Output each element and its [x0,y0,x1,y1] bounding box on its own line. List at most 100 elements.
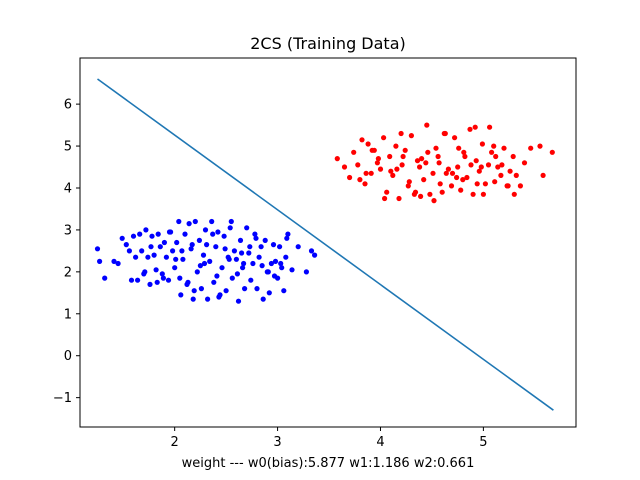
data-point [119,235,125,241]
data-point [198,286,204,292]
data-point [223,288,229,294]
data-point [485,162,492,168]
data-point [359,137,365,143]
decision-boundary-line [97,78,554,411]
data-point [283,254,289,260]
data-point [462,153,468,160]
data-point [507,168,513,174]
data-point [464,174,470,181]
data-point [170,248,176,254]
data-point [260,296,266,302]
data-point [161,239,167,246]
data-point [480,191,486,197]
data-point [166,229,173,235]
y-tick-label: 5 [64,140,72,155]
data-point [511,191,517,197]
data-point [252,231,258,237]
data-point [253,235,259,241]
data-point [221,233,227,239]
data-point [491,143,497,149]
data-point [540,172,546,178]
data-point [418,193,424,199]
x-tick-label: 5 [479,435,487,450]
plot-marks [94,78,555,411]
data-point [192,218,198,225]
data-point [375,156,381,162]
data-point [115,260,121,267]
data-point [357,177,363,183]
data-point [185,279,191,285]
data-point [472,124,478,130]
data-point [163,254,169,260]
data-point [174,239,180,246]
data-point [458,187,464,193]
data-point [436,160,442,166]
data-point [478,164,484,170]
data-point [423,160,429,166]
data-point [419,156,425,162]
data-point [240,265,246,271]
data-point [250,260,256,267]
data-point [412,189,419,195]
data-point [513,172,519,178]
data-point [439,189,445,195]
data-point [281,288,287,294]
chart-title: 2CS (Training Data) [250,34,406,53]
data-point [196,237,202,243]
data-point [202,227,209,233]
data-point [268,260,274,267]
data-point [153,267,159,273]
data-point [460,177,466,183]
data-point [214,273,220,279]
data-point [408,133,414,139]
data-point [204,242,210,248]
data-point [456,145,462,151]
data-point [278,260,284,267]
data-point [398,130,404,137]
data-point [177,275,183,281]
data-point [211,279,217,285]
data-point [279,265,285,271]
data-point [94,246,101,252]
data-point [210,231,216,237]
data-point [165,277,172,283]
data-point [271,273,278,279]
y-tick-label: −1 [53,391,72,406]
data-point [186,221,192,227]
data-point [154,279,160,285]
data-point [259,263,265,269]
data-point [229,275,235,281]
data-point [246,250,252,256]
data-point [197,263,203,269]
data-point [303,269,309,275]
data-point [396,195,402,202]
data-point [139,248,145,254]
data-point [265,269,271,275]
data-point [414,158,421,164]
data-point [405,183,411,189]
data-point [201,260,208,267]
data-point [537,143,543,149]
data-point [191,288,197,294]
data-point [222,246,228,252]
data-point [431,198,437,204]
data-point [142,269,148,275]
data-point [295,244,301,250]
data-point [277,244,283,250]
data-point [448,183,455,189]
data-point [111,258,117,264]
data-point [194,269,200,275]
data-point [406,179,412,185]
data-point [510,153,516,160]
data-point [231,248,237,254]
data-point [135,277,141,283]
data-point [445,166,451,172]
data-point [233,256,239,262]
data-point [384,189,390,195]
data-point [242,286,248,292]
data-point [393,143,399,149]
data-point [487,124,493,130]
data-point [382,195,388,202]
data-point [424,122,430,128]
data-point [455,164,461,170]
